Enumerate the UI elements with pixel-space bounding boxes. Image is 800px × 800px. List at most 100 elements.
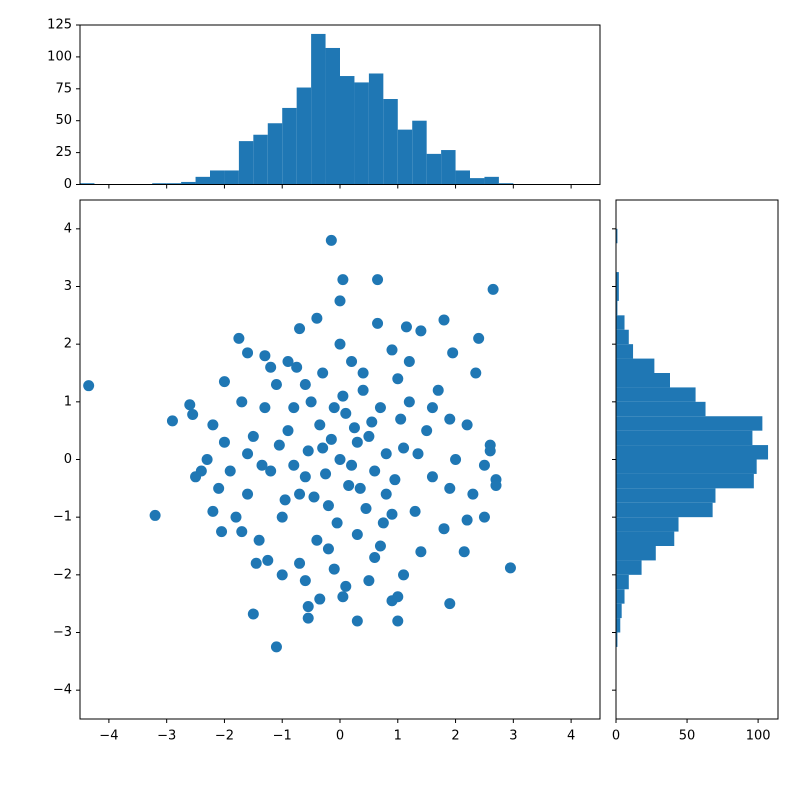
point [334,295,346,307]
point [334,338,346,350]
point [343,479,355,491]
point [380,488,392,500]
point [444,598,456,610]
point [340,407,352,419]
bar [616,445,769,460]
bar [616,228,618,244]
point [386,508,398,520]
point [201,454,213,465]
point [236,396,248,408]
point [270,641,282,653]
point [346,459,358,471]
point [447,347,459,359]
point [325,433,337,445]
axes-frame [79,24,601,185]
point [392,615,404,627]
y-tick-label: 1 [64,394,72,409]
point [308,491,320,503]
point [218,376,230,388]
point [166,415,178,427]
point [392,591,404,603]
point [461,419,473,431]
bar [616,373,670,388]
bar [397,129,413,185]
bar [616,358,655,373]
point [467,488,479,500]
point [400,321,412,333]
point [207,505,219,517]
point [294,557,306,569]
point [242,347,254,359]
bar [253,134,268,185]
bar [616,315,625,330]
bar [455,170,470,185]
bar [441,150,456,185]
bar [616,473,754,489]
point [337,591,349,603]
bar [470,178,485,185]
point [363,430,375,442]
point [337,390,349,402]
point [317,367,329,379]
bar [267,123,283,185]
point [305,396,317,408]
bar [616,603,622,619]
point [302,612,314,624]
bar [340,76,355,185]
x-tick-label: 0 [612,729,620,744]
point [184,399,196,411]
point [354,482,366,494]
point [299,379,311,391]
point [270,379,282,391]
x-tick-label: −1 [273,729,292,744]
point [398,442,410,454]
point [360,503,372,515]
point [461,514,473,526]
point [253,534,265,546]
bar [616,401,706,417]
point [377,517,389,529]
bar [181,181,196,185]
point [374,402,386,414]
bar [616,286,619,301]
bar [166,183,182,185]
point [311,312,323,324]
point [372,317,384,329]
point [259,350,271,362]
y-tick-label: 0 [64,452,72,467]
point [426,471,438,483]
x-tick-label: 50 [679,729,696,744]
point [322,500,334,512]
y-tick-label: 100 [47,49,72,64]
x-tick-label: 4 [567,729,575,744]
point [314,593,326,605]
bar [616,430,753,446]
point [444,413,456,425]
point [242,448,254,460]
point [395,413,407,425]
point [230,511,242,523]
bar [238,141,254,185]
point [357,367,369,379]
bar [616,546,656,561]
bar [282,107,297,185]
point [276,569,288,581]
point [421,425,433,437]
x-tick-label: 100 [746,729,771,744]
point [398,569,410,581]
point [403,396,415,408]
bar [616,632,618,647]
point [426,402,438,414]
bar [616,531,675,546]
point [363,575,375,587]
x-tick-label: −2 [215,729,234,744]
point [325,234,337,246]
point [299,471,311,483]
point [438,314,450,326]
point [233,332,245,344]
point [340,580,352,592]
point [346,355,358,367]
bar [616,517,679,532]
point [351,436,363,448]
